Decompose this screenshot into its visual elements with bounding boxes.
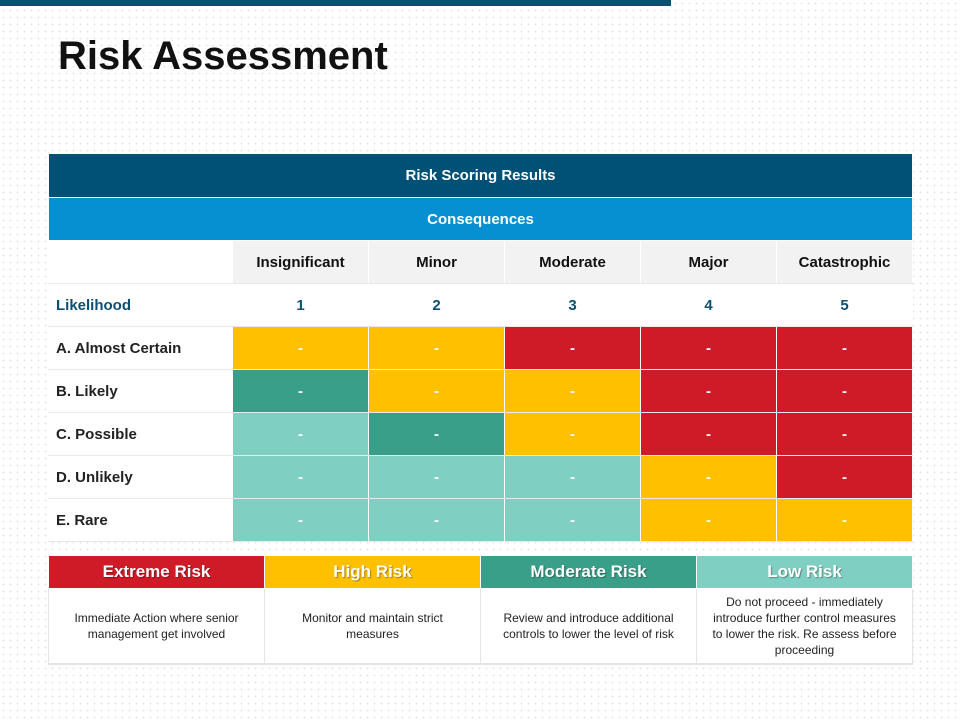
matrix-row: C. Possible - - - - - (48, 412, 914, 456)
legend-label-extreme: Extreme Risk (48, 555, 265, 589)
corner-cell (48, 240, 233, 284)
matrix-row: B. Likely - - - - - (48, 369, 914, 413)
consequence-header: Insignificant (232, 240, 369, 284)
risk-cell: - (232, 369, 369, 413)
legend-description-extreme: Immediate Action where senior management… (48, 588, 265, 665)
likelihood-row-label: D. Unlikely (48, 455, 233, 499)
score-number: 5 (775, 283, 914, 327)
risk-cell: - (232, 412, 369, 456)
risk-cell: - (232, 455, 369, 499)
consequence-header: Major (640, 240, 777, 284)
legend-label-low: Low Risk (696, 555, 913, 589)
risk-cell: - (504, 498, 641, 542)
legend-label-high: High Risk (264, 555, 481, 589)
consequence-header: Catastrophic (775, 240, 914, 284)
risk-matrix: Risk Scoring Results Consequences Insign… (47, 153, 914, 542)
likelihood-row-label: C. Possible (48, 412, 233, 456)
risk-cell: - (640, 498, 777, 542)
score-number: 1 (232, 283, 369, 327)
consequences-header: Consequences (47, 197, 914, 241)
risk-cell: - (368, 498, 505, 542)
risk-legend: Extreme Risk High Risk Moderate Risk Low… (48, 555, 913, 665)
likelihood-row-label: A. Almost Certain (48, 326, 233, 370)
risk-cell: - (504, 455, 641, 499)
likelihood-row-label: E. Rare (48, 498, 233, 542)
legend-description-low: Do not proceed - immediately introduce f… (696, 588, 913, 665)
legend-description-moderate: Review and introduce additional controls… (480, 588, 697, 665)
risk-cell: - (775, 326, 914, 370)
likelihood-label: Likelihood (48, 283, 233, 327)
risk-cell: - (640, 369, 777, 413)
score-number: 3 (504, 283, 641, 327)
risk-cell: - (640, 326, 777, 370)
risk-cell: - (368, 455, 505, 499)
risk-cell: - (232, 498, 369, 542)
top-accent-bar (0, 0, 671, 6)
risk-cell: - (504, 369, 641, 413)
risk-cell: - (368, 369, 505, 413)
risk-cell: - (232, 326, 369, 370)
matrix-row: A. Almost Certain - - - - - (48, 326, 914, 370)
risk-cell: - (504, 412, 641, 456)
matrix-row: D. Unlikely - - - - - (48, 455, 914, 499)
score-number: 2 (368, 283, 505, 327)
risk-cell: - (775, 455, 914, 499)
risk-cell: - (640, 412, 777, 456)
page-title: Risk Assessment (58, 34, 388, 78)
legend-label-moderate: Moderate Risk (480, 555, 697, 589)
risk-cell: - (368, 412, 505, 456)
consequence-header: Minor (368, 240, 505, 284)
risk-cell: - (368, 326, 505, 370)
risk-cell: - (775, 369, 914, 413)
matrix-header: Risk Scoring Results (47, 153, 914, 198)
risk-cell: - (775, 498, 914, 542)
matrix-row: E. Rare - - - - - (48, 498, 914, 542)
risk-cell: - (504, 326, 641, 370)
likelihood-row-label: B. Likely (48, 369, 233, 413)
score-number: 4 (640, 283, 777, 327)
risk-cell: - (640, 455, 777, 499)
risk-cell: - (775, 412, 914, 456)
legend-description-high: Monitor and maintain strict measures (264, 588, 481, 665)
consequence-header: Moderate (504, 240, 641, 284)
